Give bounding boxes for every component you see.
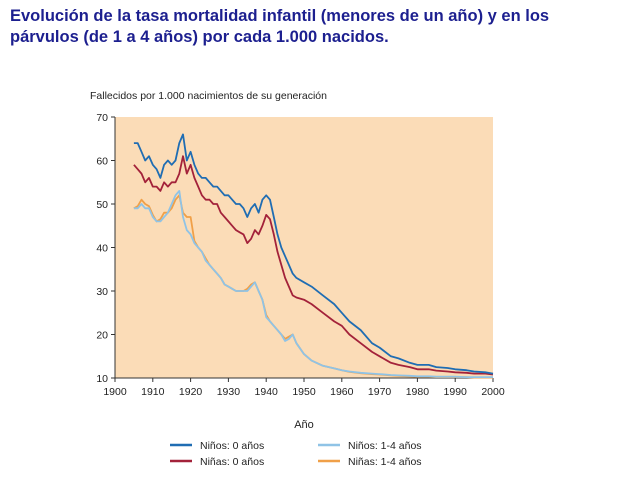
y-tick-label: 20 [96,330,108,342]
legend-label: Niños: 1-4 años [348,440,422,452]
legend-item-ninas-1-4: Niñas: 1-4 años [318,456,422,468]
x-tick-label: 1970 [368,386,392,398]
x-tick-label: 2000 [481,386,505,398]
legend-item-ninos-1-4: Niños: 1-4 años [318,440,422,452]
y-tick-label: 10 [96,373,108,385]
legend-label: Niñas: 1-4 años [348,456,422,468]
x-tick-label: 1900 [103,386,127,398]
series-ninos-0-line [133,133,494,375]
y-tick-label: 60 [96,156,108,168]
legend-label: Niños: 0 años [200,440,264,452]
x-tick-label: 1940 [255,386,279,398]
axes: 10 20 30 40 50 60 70 1900 1910 1920 1930 1940 1950 19… [96,112,505,398]
legend-item-ninos-0: Niños: 0 años [170,440,264,452]
y-tick-label: 40 [96,243,108,255]
y-tick-label: 50 [96,199,108,211]
x-axis-label: Año [294,419,314,431]
series-ninos-1-4-line [133,190,493,378]
x-tick-label: 1950 [292,386,316,398]
legend: Niños: 0 años Niñas: 0 años Niños: 1-4 año… [170,440,422,468]
x-tick-label: 1910 [141,386,165,398]
legend-item-ninas-0: Niñas: 0 años [170,456,264,468]
y-axis-label: Fallecidos por 1.000 nacimientos de su g… [90,90,327,102]
x-tick-label: 1960 [330,386,354,398]
plot-background [115,117,493,378]
y-tick-label: 70 [96,112,108,124]
series-ninas-0-line [133,155,494,376]
x-tick-label: 1990 [444,386,468,398]
y-tick-label: 30 [96,286,108,298]
series-group [133,133,494,379]
x-tick-label: 1980 [406,386,430,398]
page-title: Evolución de la tasa mortalidad infantil… [10,7,550,46]
x-tick-label: 1920 [179,386,203,398]
x-tick-label: 1930 [217,386,241,398]
legend-label: Niñas: 0 años [200,456,264,468]
